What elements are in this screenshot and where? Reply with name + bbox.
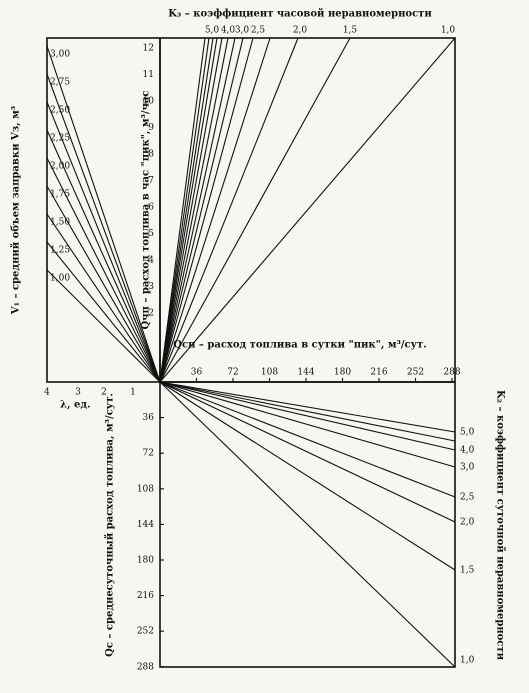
daily-peak-tick-label: 252	[407, 368, 424, 378]
family-line	[159, 37, 223, 383]
daily-peak-axis-label: Qсп – расход топлива в сутки "пик", м³/с…	[173, 340, 426, 351]
hourly-tick-label: 7	[148, 176, 154, 186]
family-line	[46, 45, 161, 383]
family-line	[159, 37, 456, 383]
daily-peak-tick-label: 108	[261, 368, 278, 378]
title: K₃ – коэффициент часовой неравномерности	[168, 9, 432, 20]
daily-avg-tick-label: 180	[137, 556, 154, 566]
daily-avg-tick-label: 288	[137, 662, 154, 672]
family-line	[159, 37, 351, 383]
daily-avg-tick-label: 252	[137, 627, 154, 637]
hourly-tick-label: 10	[143, 97, 155, 107]
top-tick-label: 2,0	[293, 26, 308, 36]
right-tick-label: 2,0	[460, 518, 475, 528]
family-line	[159, 381, 456, 523]
left-tick-label: 1,00	[50, 274, 70, 284]
right-axis-label: K₂ – коэффициент суточной неравномерност…	[495, 390, 506, 661]
daily-avg-tick-label: 216	[137, 591, 154, 601]
right-tick-label: 5,0	[460, 428, 475, 438]
top-tick-label: 3,0	[235, 26, 250, 36]
daily-avg-tick-label: 108	[137, 484, 154, 494]
family-line	[159, 37, 218, 383]
hourly-tick-label: 2	[148, 309, 154, 319]
hourly-tick-label: 6	[148, 203, 154, 213]
top-tick-label: 4,0	[221, 26, 236, 36]
hourly-tick-label: 11	[143, 70, 154, 80]
family-line	[159, 37, 206, 383]
left-tick-label: 2,25	[50, 134, 70, 144]
left-axis-label: V₁ – средний объем заправки Vз, м³	[11, 106, 22, 315]
daily-peak-tick-label: 180	[334, 368, 351, 378]
top-tick-label: 1,0	[441, 26, 456, 36]
left-tick-label: 2,00	[50, 162, 70, 172]
right-tick-label: 1,0	[460, 656, 475, 666]
hourly-tick-label: 4	[148, 256, 154, 266]
family-line	[159, 37, 244, 383]
right-tick-label: 4,0	[460, 446, 475, 456]
lambda-tick-label: 4	[44, 388, 50, 398]
hourly-tick-label: 8	[148, 150, 154, 160]
family-line	[159, 381, 456, 571]
family-line	[46, 269, 161, 383]
hourly-tick-label: 5	[148, 229, 154, 239]
family-line	[46, 101, 161, 383]
daily-peak-tick-label: 36	[191, 368, 203, 378]
left-tick-label: 2,50	[50, 106, 70, 116]
family-line	[159, 381, 456, 498]
top-tick-label: 1,5	[343, 26, 358, 36]
family-line	[159, 381, 456, 442]
lambda-axis-label: λ, ед.	[60, 400, 90, 411]
hourly-tick-label: 12	[143, 44, 154, 54]
family-line	[46, 213, 161, 383]
right-tick-label: 2,5	[460, 493, 475, 503]
left-tick-label: 2,75	[50, 78, 70, 88]
family-line	[159, 37, 214, 383]
left-tick-label: 1,50	[50, 218, 70, 228]
family-line	[46, 157, 161, 383]
family-line	[159, 37, 271, 383]
family-line	[159, 381, 456, 668]
family-line	[46, 185, 161, 383]
top-tick-label: 5,0	[205, 26, 220, 36]
hourly-tick-label: 3	[148, 282, 154, 292]
daily-avg-tick-label: 36	[143, 413, 155, 423]
daily-peak-tick-label: 288	[443, 368, 460, 378]
daily-peak-tick-label: 216	[370, 368, 387, 378]
right-tick-label: 1,5	[460, 566, 475, 576]
family-line	[159, 37, 254, 383]
lambda-tick-label: 3	[75, 388, 81, 398]
lambda-tick-label: 1	[130, 388, 136, 398]
hourly-axis-label: Qчп – расход топлива в час "пик", м³/час	[141, 91, 152, 330]
left-tick-label: 1,25	[50, 246, 70, 256]
daily-peak-tick-label: 72	[227, 368, 238, 378]
family-line	[159, 381, 456, 451]
family-line	[159, 381, 456, 468]
daily-avg-axis-label: Qс – среднесуточный расход топлива, м³/с…	[105, 393, 116, 657]
left-tick-label: 1,75	[50, 190, 70, 200]
family-line	[159, 37, 229, 383]
family-line	[46, 73, 161, 383]
left-tick-label: 3,00	[50, 50, 70, 60]
family-line	[46, 129, 161, 383]
daily-avg-tick-label: 144	[137, 520, 154, 530]
daily-avg-tick-label: 72	[143, 449, 154, 459]
daily-peak-tick-label: 144	[297, 368, 314, 378]
family-line	[46, 241, 161, 383]
top-tick-label: 2,5	[251, 26, 266, 36]
family-line	[159, 381, 456, 433]
right-tick-label: 3,0	[460, 463, 475, 473]
family-line	[159, 37, 236, 383]
family-line	[159, 37, 210, 383]
hourly-tick-label: 9	[148, 123, 154, 133]
lambda-tick-label: 2	[101, 388, 107, 398]
family-line	[159, 37, 299, 383]
